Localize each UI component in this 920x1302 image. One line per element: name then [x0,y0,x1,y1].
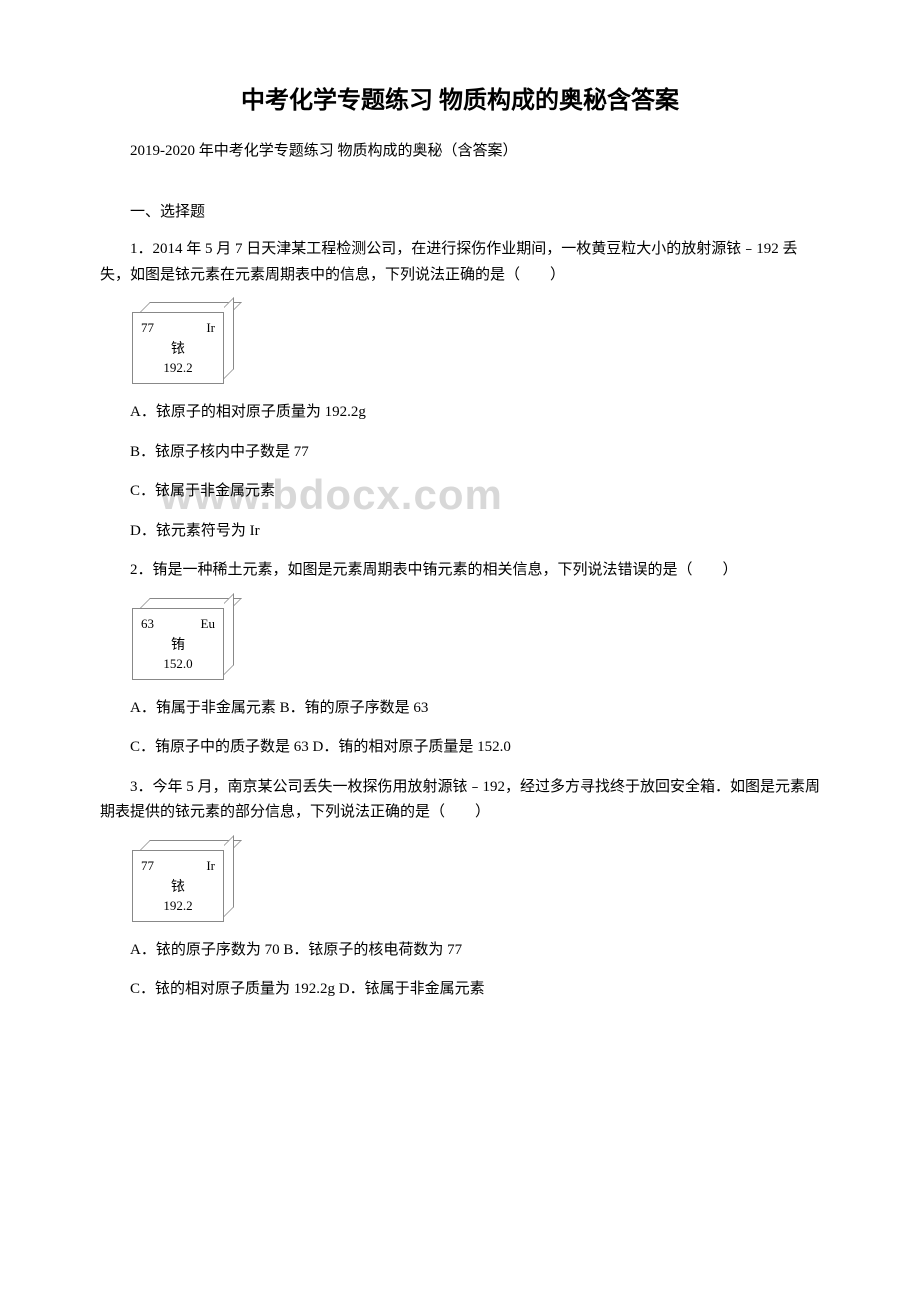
q1-optB: B．铱原子核内中子数是 77 [100,440,820,466]
q1-element-box: 77 Ir 铱 192.2 [132,302,242,386]
q2-element-box: 63 Eu 铕 152.0 [132,598,242,682]
section-heading: 一、选择题 [100,200,820,221]
q2-el-num: 63 [141,616,154,632]
page-title: 中考化学专题练习 物质构成的奥秘含答案 [100,80,820,115]
q3-stem: 3．今年 5 月，南京某公司丢失一枚探伤用放射源铱﹣192，经过多方寻找终于放回… [100,775,820,826]
q2-optAB: A．铕属于非金属元素 B．铕的原子序数是 63 [100,696,820,722]
q1-el-num: 77 [141,320,154,336]
q1-optA: A．铱原子的相对原子质量为 192.2g [100,400,820,426]
q1-optC: C．铱属于非金属元素 [100,479,820,505]
q3-optAB: A．铱的原子序数为 70 B．铱原子的核电荷数为 77 [100,938,820,964]
q1-el-mass: 192.2 [163,360,192,376]
q3-el-name: 铱 [171,876,185,896]
q2-el-sym: Eu [201,616,215,632]
q3-el-mass: 192.2 [163,898,192,914]
q2-stem: 2．铕是一种稀土元素，如图是元素周期表中铕元素的相关信息，下列说法错误的是（ ） [100,558,820,584]
subtitle: 2019-2020 年中考化学专题练习 物质构成的奥秘（含答案） [100,139,820,160]
q2-optCD: C．铕原子中的质子数是 63 D．铕的相对原子质量是 152.0 [100,735,820,761]
q3-el-sym: Ir [206,858,215,874]
q1-el-sym: Ir [206,320,215,336]
q2-el-mass: 152.0 [163,656,192,672]
q1-stem: 1．2014 年 5 月 7 日天津某工程检测公司，在进行探伤作业期间，一枚黄豆… [100,237,820,288]
q3-el-num: 77 [141,858,154,874]
q3-element-box: 77 Ir 铱 192.2 [132,840,242,924]
q2-el-name: 铕 [171,634,185,654]
q3-optCD: C．铱的相对原子质量为 192.2g D．铱属于非金属元素 [100,977,820,1003]
q1-el-name: 铱 [171,338,185,358]
q1-optD: D．铱元素符号为 Ir [100,519,820,545]
